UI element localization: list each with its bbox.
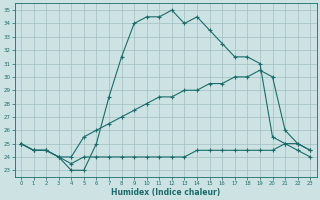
X-axis label: Humidex (Indice chaleur): Humidex (Indice chaleur) [111,188,220,197]
